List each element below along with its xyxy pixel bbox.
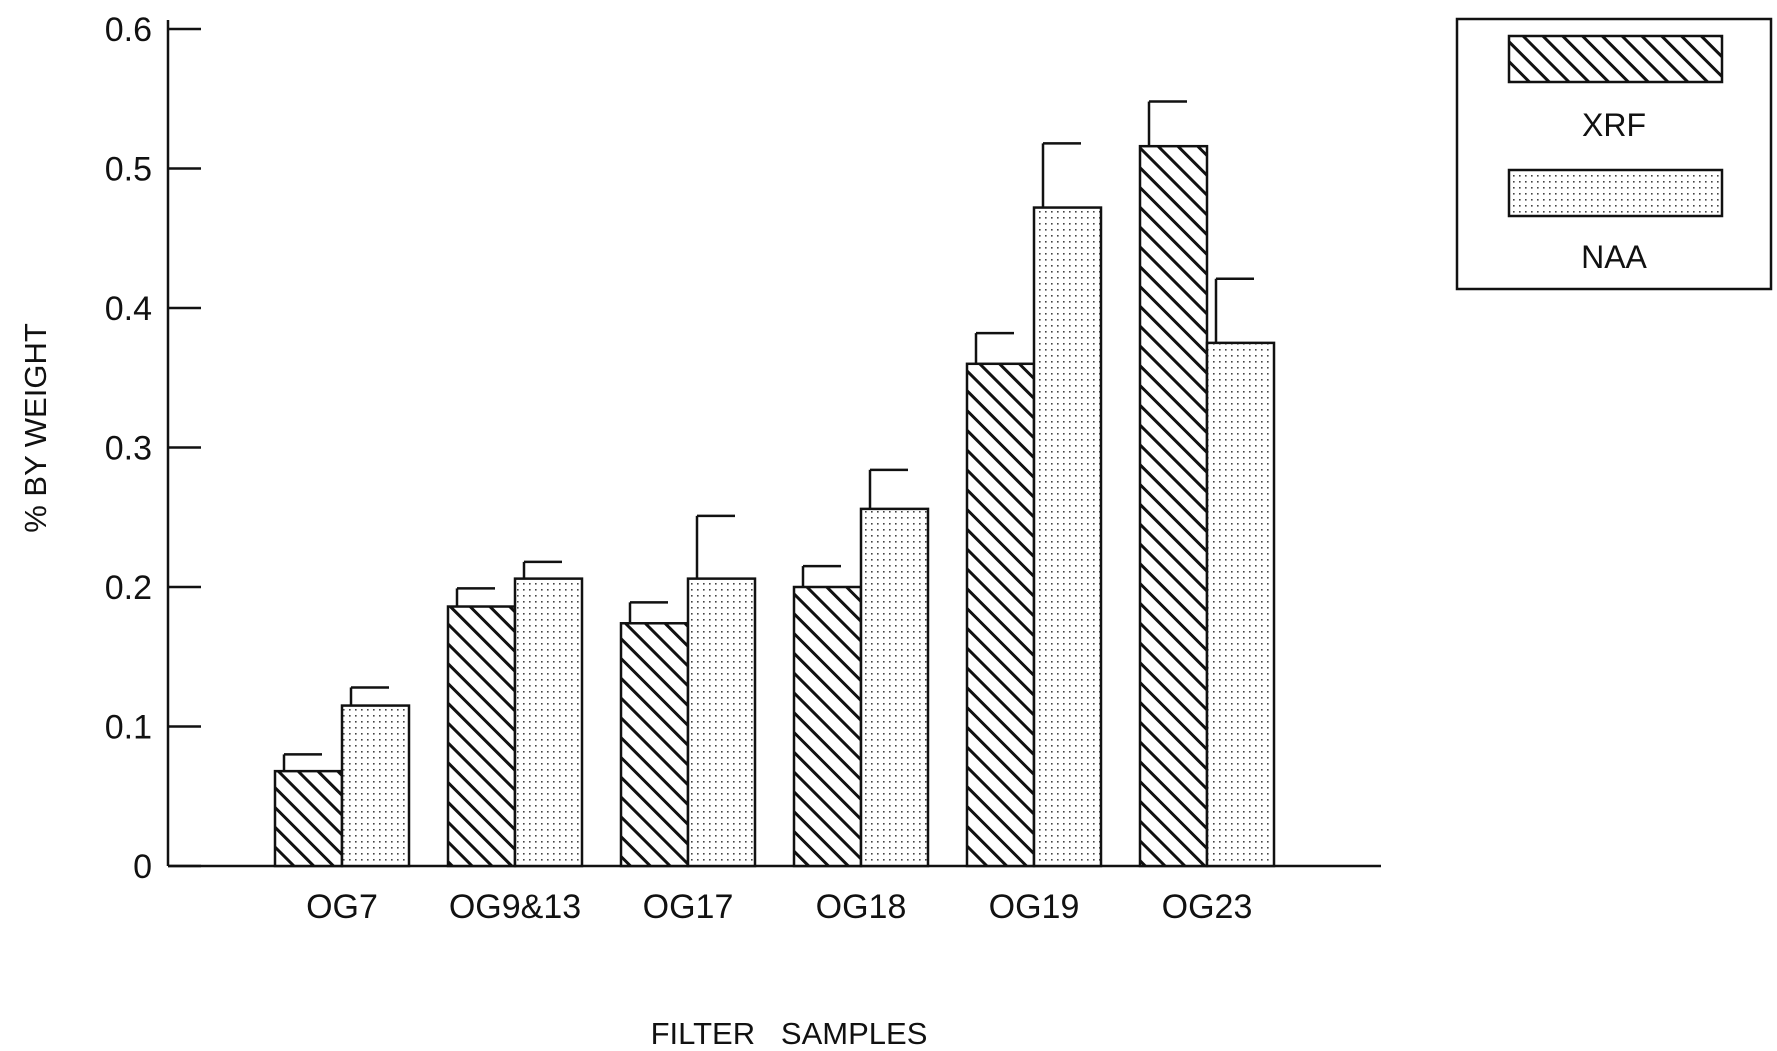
bar-naa <box>1205 341 1276 868</box>
bar-naa <box>686 577 757 868</box>
legend-swatch-xrf <box>1507 34 1724 84</box>
x-axis-title: FILTER SAMPLES <box>651 1016 928 1051</box>
x-tick-label: OG18 <box>816 888 907 926</box>
bar-naa <box>1032 206 1103 868</box>
x-tick-label: OG17 <box>643 888 734 926</box>
y-tick-label: 0.2 <box>105 569 152 607</box>
y-tick-label: 0.1 <box>105 709 152 747</box>
bar-xrf <box>792 585 863 868</box>
y-tick-label: 0 <box>133 848 152 886</box>
x-tick-label: OG7 <box>306 888 378 926</box>
bar-xrf <box>273 769 344 868</box>
bar-xrf <box>1138 144 1209 868</box>
bar-naa <box>859 507 930 868</box>
y-tick-label: 0.5 <box>105 151 152 189</box>
bar-naa <box>340 704 411 868</box>
y-axis-title: % BY WEIGHT <box>18 323 53 533</box>
legend-label-naa: NAA <box>1581 239 1647 275</box>
x-tick-label: OG19 <box>989 888 1080 926</box>
bar-xrf <box>965 362 1036 868</box>
y-ticks: 0 0.1 0.2 0.3 0.4 0.5 0.6 <box>105 11 201 886</box>
y-tick-label: 0.4 <box>105 290 152 328</box>
x-tick-label: OG9&13 <box>449 888 581 926</box>
bars <box>273 100 1276 868</box>
bar-xrf <box>446 605 517 868</box>
legend: XRF NAA <box>1455 17 1773 291</box>
legend-label-xrf: XRF <box>1582 107 1646 143</box>
y-tick-label: 0.6 <box>105 11 152 49</box>
bar-naa <box>513 577 584 868</box>
bar-xrf <box>619 622 690 868</box>
y-tick-label: 0.3 <box>105 430 152 468</box>
category-labels: OG7 OG9&13 OG17 OG18 OG19 OG23 <box>306 888 1252 926</box>
x-tick-label: OG23 <box>1162 888 1253 926</box>
legend-swatch-naa <box>1507 168 1724 218</box>
